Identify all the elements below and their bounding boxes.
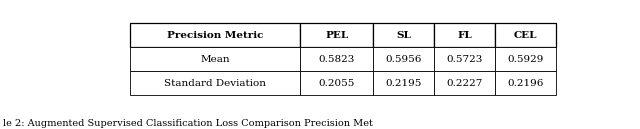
Text: le 2: Augmented Supervised Classification Loss Comparison Precision Met: le 2: Augmented Supervised Classificatio… (3, 119, 373, 128)
